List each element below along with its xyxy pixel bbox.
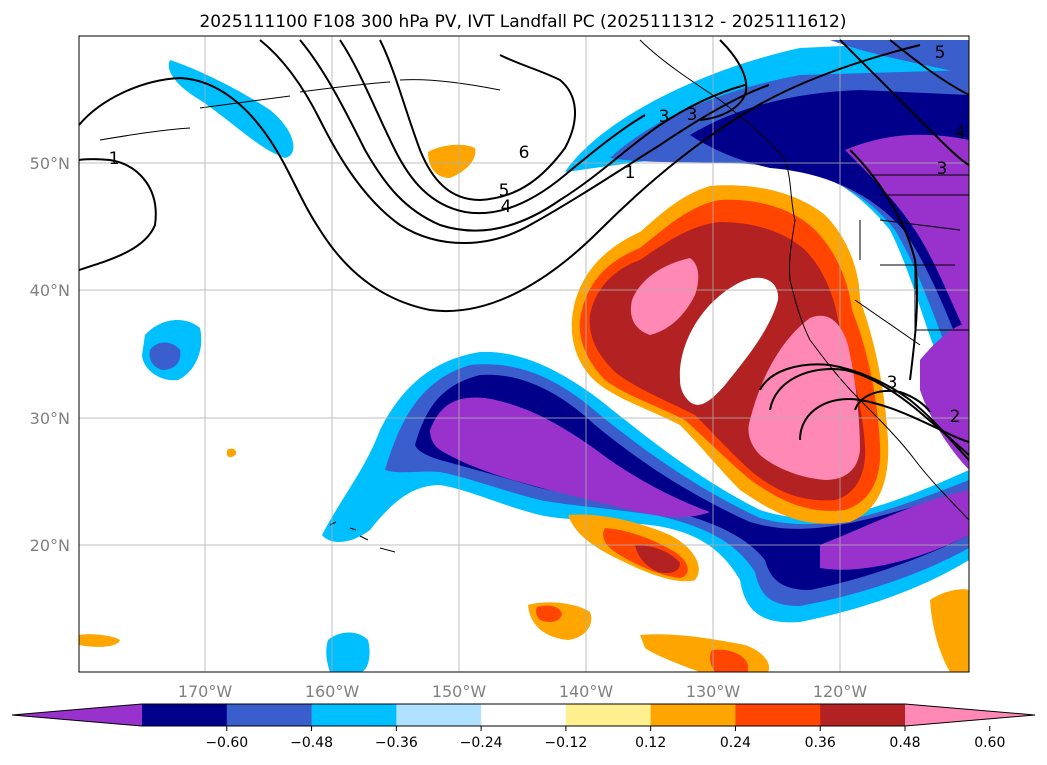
pv-label: 2	[950, 407, 961, 427]
colorbar-segment	[226, 704, 313, 726]
colorbar-tick-label: −0.60	[205, 735, 248, 751]
colorbar-segment	[311, 704, 397, 726]
map-panel: 1 1 3 4 5 6 3 4 5 3 2 3 50°N 40°N 30°N 2…	[30, 35, 970, 701]
colorbar-segment	[565, 704, 652, 726]
lat-tick-labels: 50°N 40°N 30°N 20°N	[30, 154, 70, 555]
lon-tick-label: 130°W	[686, 682, 741, 701]
pv-label: 1	[109, 149, 120, 169]
colorbar-outline	[11, 703, 1036, 727]
pv-label: 3	[659, 107, 670, 127]
pc-negative-south	[322, 351, 969, 623]
lon-tick-labels: 170°W 160°W 150°W 140°W 130°W 120°W	[178, 682, 868, 701]
colorbar-tick-label: −0.24	[460, 735, 503, 751]
colorbar-segment	[142, 704, 228, 726]
pv-contours	[79, 39, 969, 461]
pc-negative-north	[565, 40, 969, 470]
colorbar-tick-label: −0.36	[375, 735, 418, 751]
lon-tick-label: 120°W	[813, 682, 868, 701]
colorbar-tick-label: 0.48	[889, 735, 920, 751]
colorbar-segment	[735, 704, 821, 726]
pv-label: 4	[501, 197, 512, 217]
colorbar-extend-min	[12, 704, 142, 726]
colorbar-segment	[650, 704, 736, 726]
lon-tick-label: 150°W	[432, 682, 487, 701]
colorbar-segment	[481, 704, 567, 726]
pc-positive-blobs	[79, 144, 969, 672]
lat-tick-label: 50°N	[30, 154, 70, 173]
pv-label: 3	[937, 159, 948, 179]
colorbar-ticks: −0.60 −0.48 −0.36 −0.24 −0.12 0.12 0.24 0.36 0.4…	[205, 726, 1005, 751]
pv-contour-labels: 1 1 3 4 5 6 3 4 5 3 2 3	[109, 43, 966, 427]
colorbar-tick-label: −0.12	[544, 735, 587, 751]
lat-tick-label: 30°N	[30, 409, 70, 428]
colorbar-segment	[820, 704, 906, 726]
coastlines	[99, 39, 969, 553]
filled-contours	[79, 39, 969, 672]
colorbar-segment	[396, 704, 482, 726]
colorbar-segments	[11, 703, 1036, 727]
colorbar-tick-label: 0.12	[635, 735, 666, 751]
pv-label: 5	[499, 181, 510, 201]
pv-label: 3	[887, 373, 898, 393]
colorbar-tick-label: −0.48	[290, 735, 333, 751]
lon-tick-label: 160°W	[305, 682, 360, 701]
pv-label: 4	[955, 123, 966, 143]
colorbar-extend-max	[905, 704, 1035, 726]
pv-label: 6	[519, 143, 530, 163]
colorbar-tick-label: 0.60	[974, 735, 1005, 751]
map-frame	[78, 35, 970, 673]
lon-tick-label: 170°W	[178, 682, 233, 701]
figure-title: 2025111100 F108 300 hPa PV, IVT Landfall…	[199, 12, 846, 32]
lat-tick-label: 20°N	[30, 536, 70, 555]
pc-positive-main	[571, 185, 889, 524]
lon-tick-label: 140°W	[559, 682, 614, 701]
lat-tick-label: 40°N	[30, 281, 70, 300]
colorbar-tick-label: 0.24	[720, 735, 751, 751]
pv-label: 1	[625, 163, 636, 183]
pv-label: 5	[935, 43, 946, 63]
colorbar-tick-label: 0.36	[805, 735, 836, 751]
pc-negative-blobs	[142, 60, 370, 672]
colorbar: −0.60 −0.48 −0.36 −0.24 −0.12 0.12 0.24 0.36 0.4…	[11, 703, 1036, 751]
pv-label: 3	[687, 105, 698, 125]
